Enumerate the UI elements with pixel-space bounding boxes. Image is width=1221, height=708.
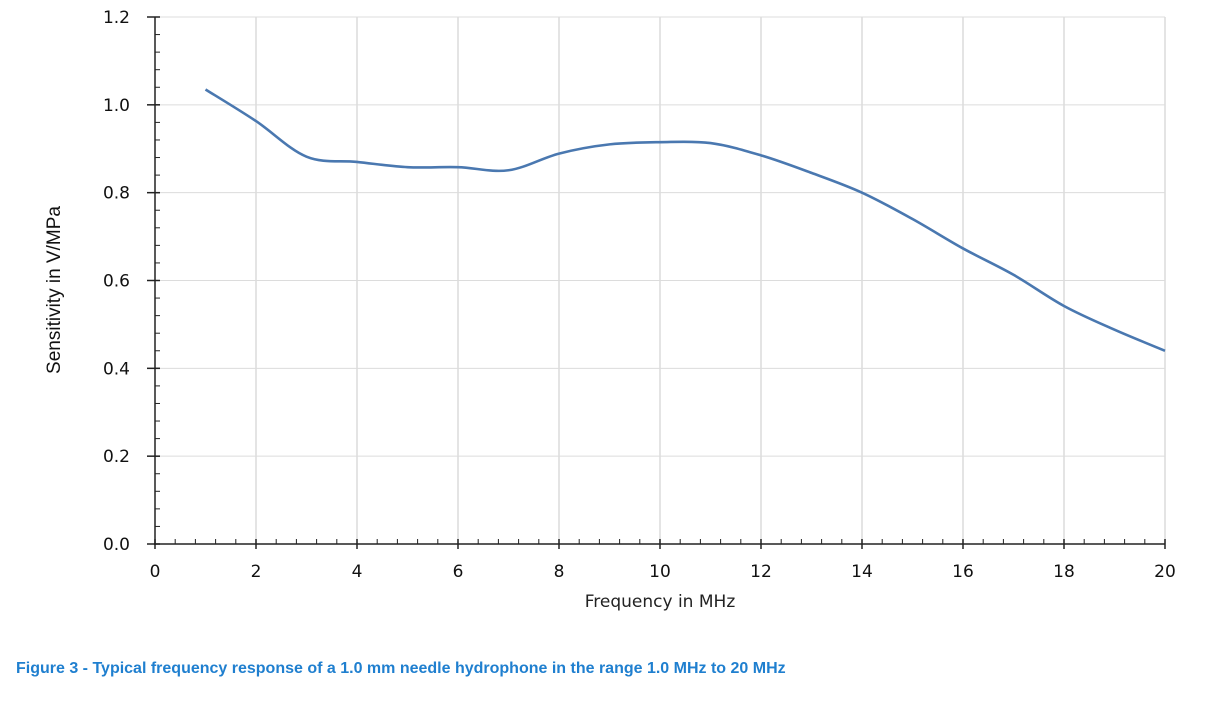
x-tick-label: 12 bbox=[750, 562, 772, 582]
grid bbox=[155, 16, 1166, 544]
x-tick-label: 16 bbox=[952, 562, 974, 582]
x-tick-label: 18 bbox=[1053, 562, 1075, 582]
y-tick-label: 0.8 bbox=[103, 184, 130, 204]
x-tick-label: 0 bbox=[150, 562, 161, 582]
x-axis-label: Frequency in MHz bbox=[585, 592, 736, 612]
tick-labels: 0 2 4 6 8 10 12 14 16 18 20 0.0 0.2 0.4 0.6 0.8 1.0 1.2 bbox=[103, 8, 1176, 582]
y-tick-label: 0.6 bbox=[103, 272, 130, 292]
y-tick-label: 0.0 bbox=[103, 535, 130, 555]
x-tick-label: 14 bbox=[851, 562, 873, 582]
figure-caption: Figure 3 - Typical frequency response of… bbox=[16, 660, 786, 677]
x-tick-label: 2 bbox=[251, 562, 262, 582]
x-tick-label: 10 bbox=[649, 562, 671, 582]
x-tick-label: 4 bbox=[352, 562, 363, 582]
axes bbox=[147, 16, 1166, 549]
series bbox=[204, 88, 1166, 352]
x-tick-label: 8 bbox=[554, 562, 565, 582]
y-axis-label: Sensitivity in V/MPa bbox=[44, 206, 65, 374]
x-tick-label: 20 bbox=[1154, 562, 1176, 582]
series-line-sensitivity bbox=[204, 88, 1166, 352]
y-tick-label: 0.4 bbox=[103, 359, 130, 379]
x-tick-label: 6 bbox=[453, 562, 464, 582]
line-chart: 0 2 4 6 8 10 12 14 16 18 20 0.0 0.2 0.4 0.6 0.8 1.0 1.2 F… bbox=[44, 8, 1176, 612]
y-tick-label: 1.2 bbox=[103, 8, 130, 28]
y-tick-label: 1.0 bbox=[103, 96, 130, 116]
y-tick-label: 0.2 bbox=[103, 447, 130, 467]
